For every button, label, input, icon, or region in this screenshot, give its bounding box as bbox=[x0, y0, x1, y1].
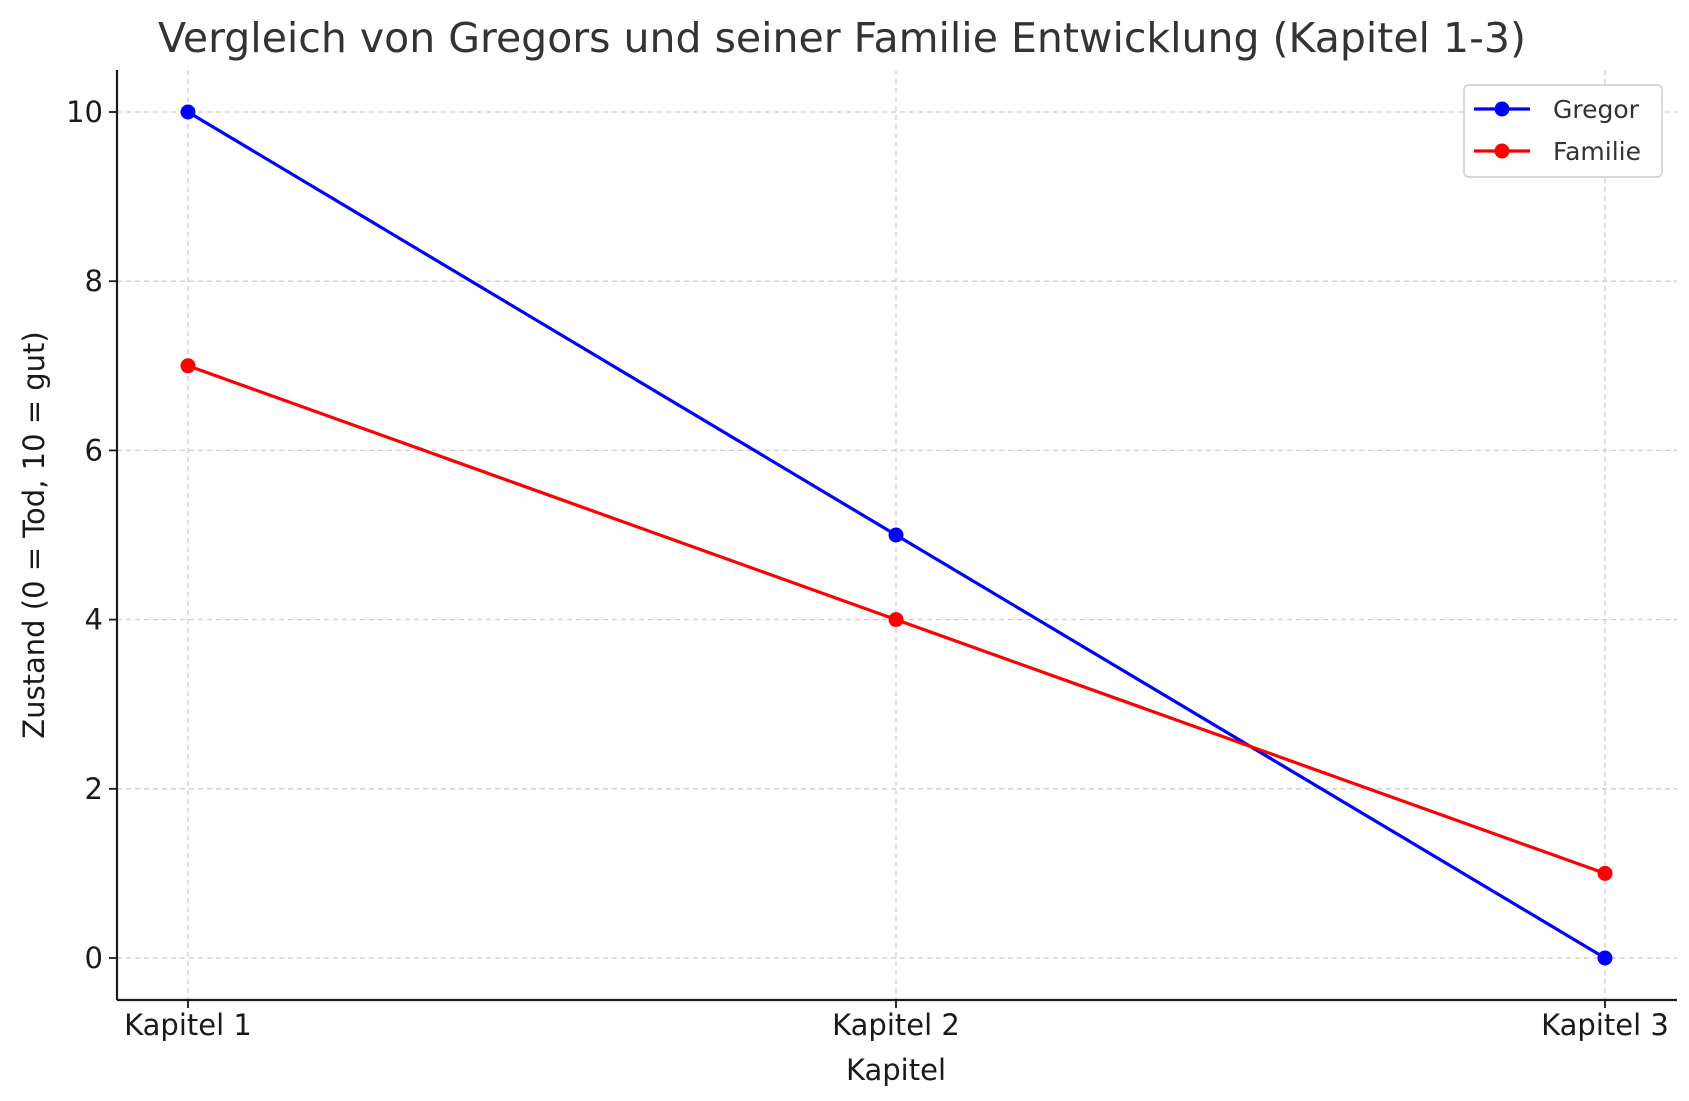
x-tick-label-0: Kapitel 1 bbox=[124, 1008, 252, 1042]
series bbox=[180, 104, 1613, 966]
legend-marker-gregor bbox=[1494, 101, 1510, 117]
grid bbox=[117, 70, 1677, 1000]
y-tick-label-3: 6 bbox=[85, 433, 103, 467]
y-tick-label-1: 2 bbox=[85, 772, 103, 806]
x-axis-label: Kapitel bbox=[846, 1053, 946, 1087]
data-point-familie-2 bbox=[888, 612, 904, 628]
y-tick-label-4: 8 bbox=[85, 264, 103, 298]
legend-label-gregor: Gregor bbox=[1553, 95, 1640, 124]
data-point-gregor-1 bbox=[180, 104, 196, 120]
y-tick-label-5: 10 bbox=[66, 95, 103, 129]
x-tick-label-2: Kapitel 3 bbox=[1541, 1008, 1669, 1042]
y-tick-label-2: 4 bbox=[85, 603, 103, 637]
legend: Gregor Familie bbox=[1463, 84, 1663, 178]
chart-title: Vergleich von Gregors und seiner Familie… bbox=[158, 14, 1526, 62]
data-point-familie-3 bbox=[1597, 865, 1613, 881]
data-point-gregor-3 bbox=[1597, 950, 1613, 966]
data-point-gregor-2 bbox=[888, 527, 904, 543]
legend-marker-familie bbox=[1494, 143, 1510, 159]
data-point-familie-1 bbox=[180, 358, 196, 374]
ticks: 0 2 4 6 8 10 Kapitel 1 Kapitel 2 Kapitel 3 bbox=[66, 95, 1669, 1042]
legend-label-familie: Familie bbox=[1553, 137, 1641, 166]
y-axis-label: Zustand (0 = Tod, 10 = gut) bbox=[17, 331, 51, 739]
x-tick-label-1: Kapitel 2 bbox=[832, 1008, 960, 1042]
axes bbox=[115, 70, 1677, 1002]
y-tick-label-0: 0 bbox=[85, 941, 103, 975]
